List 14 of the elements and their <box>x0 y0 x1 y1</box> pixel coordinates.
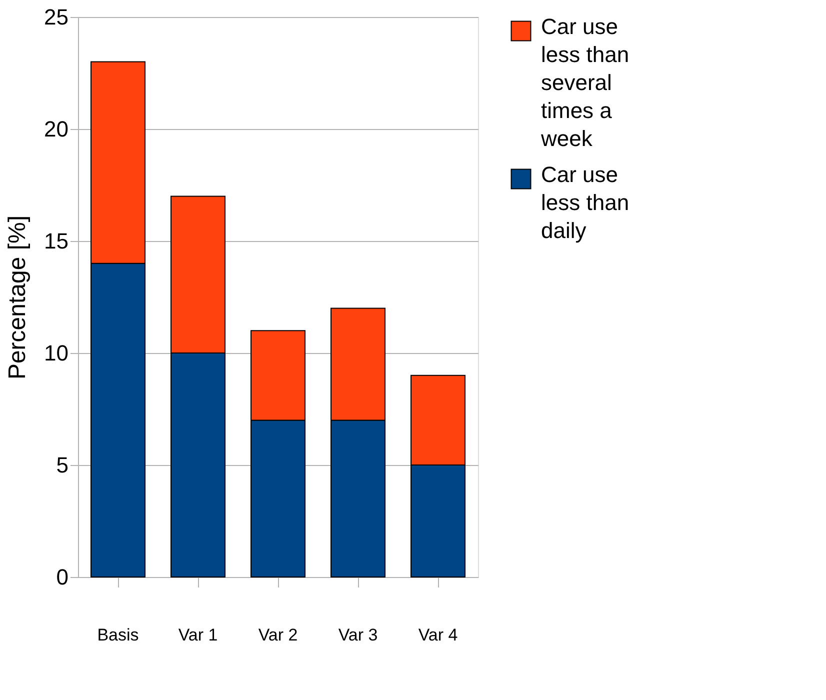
x-tick-label: Basis <box>97 626 139 644</box>
y-tick-label: 25 <box>44 4 68 30</box>
y-tick-label: 0 <box>56 564 68 590</box>
legend-label: Car use less than several times a week <box>540 14 630 151</box>
y-tick-label: 10 <box>44 340 68 366</box>
x-tick-label: Var 2 <box>258 626 298 644</box>
y-tick-label: 20 <box>44 116 68 142</box>
x-tick-label: Var 4 <box>418 626 458 644</box>
y-tick-label: 5 <box>56 452 68 478</box>
y-tick-label: 15 <box>44 228 68 254</box>
x-tick-label: Var 3 <box>338 626 378 644</box>
legend-label: Car use less than daily <box>541 162 630 243</box>
y-axis-title: Percentage [%] <box>4 215 32 380</box>
x-tick-label: Var 1 <box>178 626 218 644</box>
